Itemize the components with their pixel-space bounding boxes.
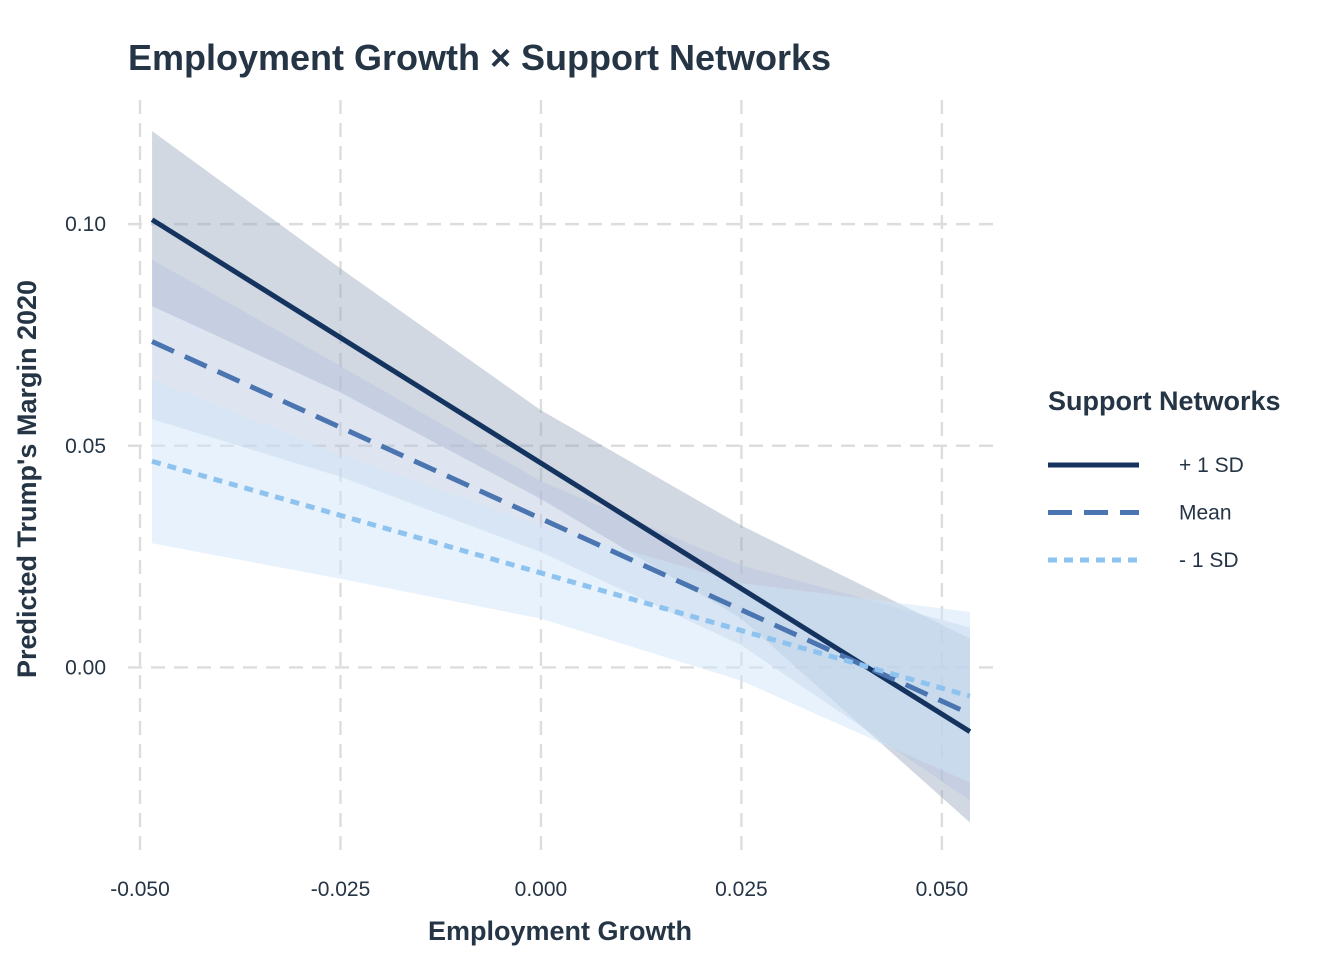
legend-label: + 1 SD: [1179, 454, 1244, 477]
y-tick-label: 0.05: [65, 435, 106, 458]
x-tick-label: 0.025: [715, 878, 768, 901]
x-axis-title: Employment Growth: [428, 916, 692, 946]
y-tick-labels: 0.00 0.05 0.10: [65, 213, 106, 679]
legend: + 1 SD Mean - 1 SD: [1048, 454, 1244, 572]
x-tick-label: -0.050: [110, 878, 170, 901]
legend-label: - 1 SD: [1179, 549, 1239, 572]
x-tick-label: 0.050: [916, 878, 969, 901]
series-line: [151, 339, 971, 717]
x-tick-labels: -0.050 -0.025 0.000 0.025 0.050: [110, 878, 968, 901]
confidence-band: [152, 379, 970, 783]
y-axis-title: Predicted Trump's Margin 2020: [12, 280, 42, 678]
series-line: [151, 458, 971, 699]
series-line: [150, 217, 972, 734]
x-tick-label: 0.000: [515, 878, 568, 901]
y-tick-label: 0.00: [65, 656, 106, 679]
legend-label: Mean: [1179, 502, 1232, 525]
y-tick-label: 0.10: [65, 213, 106, 236]
x-tick-label: -0.025: [311, 878, 371, 901]
legend-title: Support Networks: [1048, 386, 1281, 416]
series-lines: [150, 217, 972, 734]
chart-title: Employment Growth × Support Networks: [128, 37, 831, 78]
